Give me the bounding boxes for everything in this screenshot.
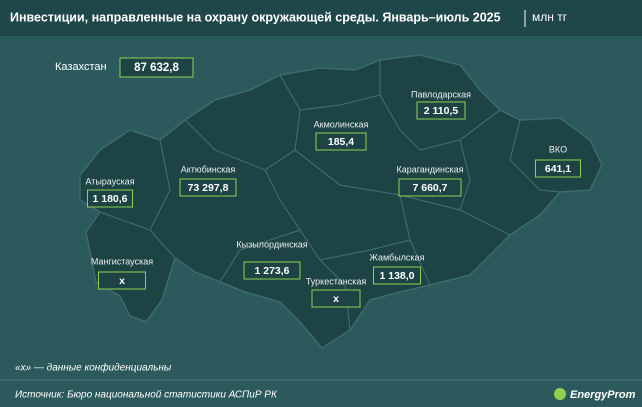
region-name: Акмолинская [314, 119, 369, 129]
region-value: 185,4 [328, 136, 354, 148]
total-box [119, 57, 194, 78]
logo: EnergyProm [570, 389, 636, 401]
region-name: ВКО [549, 144, 567, 154]
value-box [535, 159, 581, 178]
region-value: 2 110,5 [424, 105, 459, 117]
region-value: 1 273,6 [254, 265, 289, 277]
region-value: x [119, 275, 125, 287]
unit: млн тг [532, 10, 568, 24]
region-name: Жамбылская [370, 252, 425, 262]
title: Инвестиции, направленные на охрану окруж… [10, 10, 501, 24]
country-shape [79, 54, 603, 349]
region-name: Актюбинская [181, 164, 236, 174]
value-box [416, 101, 466, 120]
region-labels: Павлодарская 2 110,5 Акмолинская 185,4 ВКО 64… [85, 89, 581, 308]
region-value: 7 660,7 [412, 182, 447, 194]
map [79, 54, 603, 349]
title-bar [0, 0, 642, 36]
region-name: Атырауская [85, 176, 134, 186]
value-box [98, 271, 146, 290]
value-box [311, 289, 361, 308]
source: Источник: Бюро национальной статистики А… [15, 390, 278, 401]
value-box [179, 178, 237, 197]
total-name: Казахстан [55, 61, 107, 73]
region-value: 1 138,0 [379, 270, 414, 282]
value-box [243, 261, 301, 280]
region-name: Карагандинская [396, 164, 463, 174]
value-box [315, 132, 367, 151]
value-box [87, 189, 133, 208]
value-box [373, 266, 421, 285]
region-borders [99, 60, 561, 331]
footnote: «x» — данные конфиденциальны [15, 362, 172, 374]
region-value: 73 297,8 [188, 182, 229, 194]
region-value: 641,1 [545, 163, 571, 175]
value-box [398, 178, 462, 197]
region-value: x [333, 293, 339, 305]
region-name: Кызылординская [236, 239, 307, 249]
region-name: Туркестанская [306, 276, 367, 286]
region-value: 1 180,6 [92, 193, 127, 205]
region-name: Мангистауская [91, 256, 153, 266]
logo-icon [554, 388, 566, 400]
total-value: 87 632,8 [134, 62, 179, 74]
region-name: Павлодарская [411, 89, 471, 99]
